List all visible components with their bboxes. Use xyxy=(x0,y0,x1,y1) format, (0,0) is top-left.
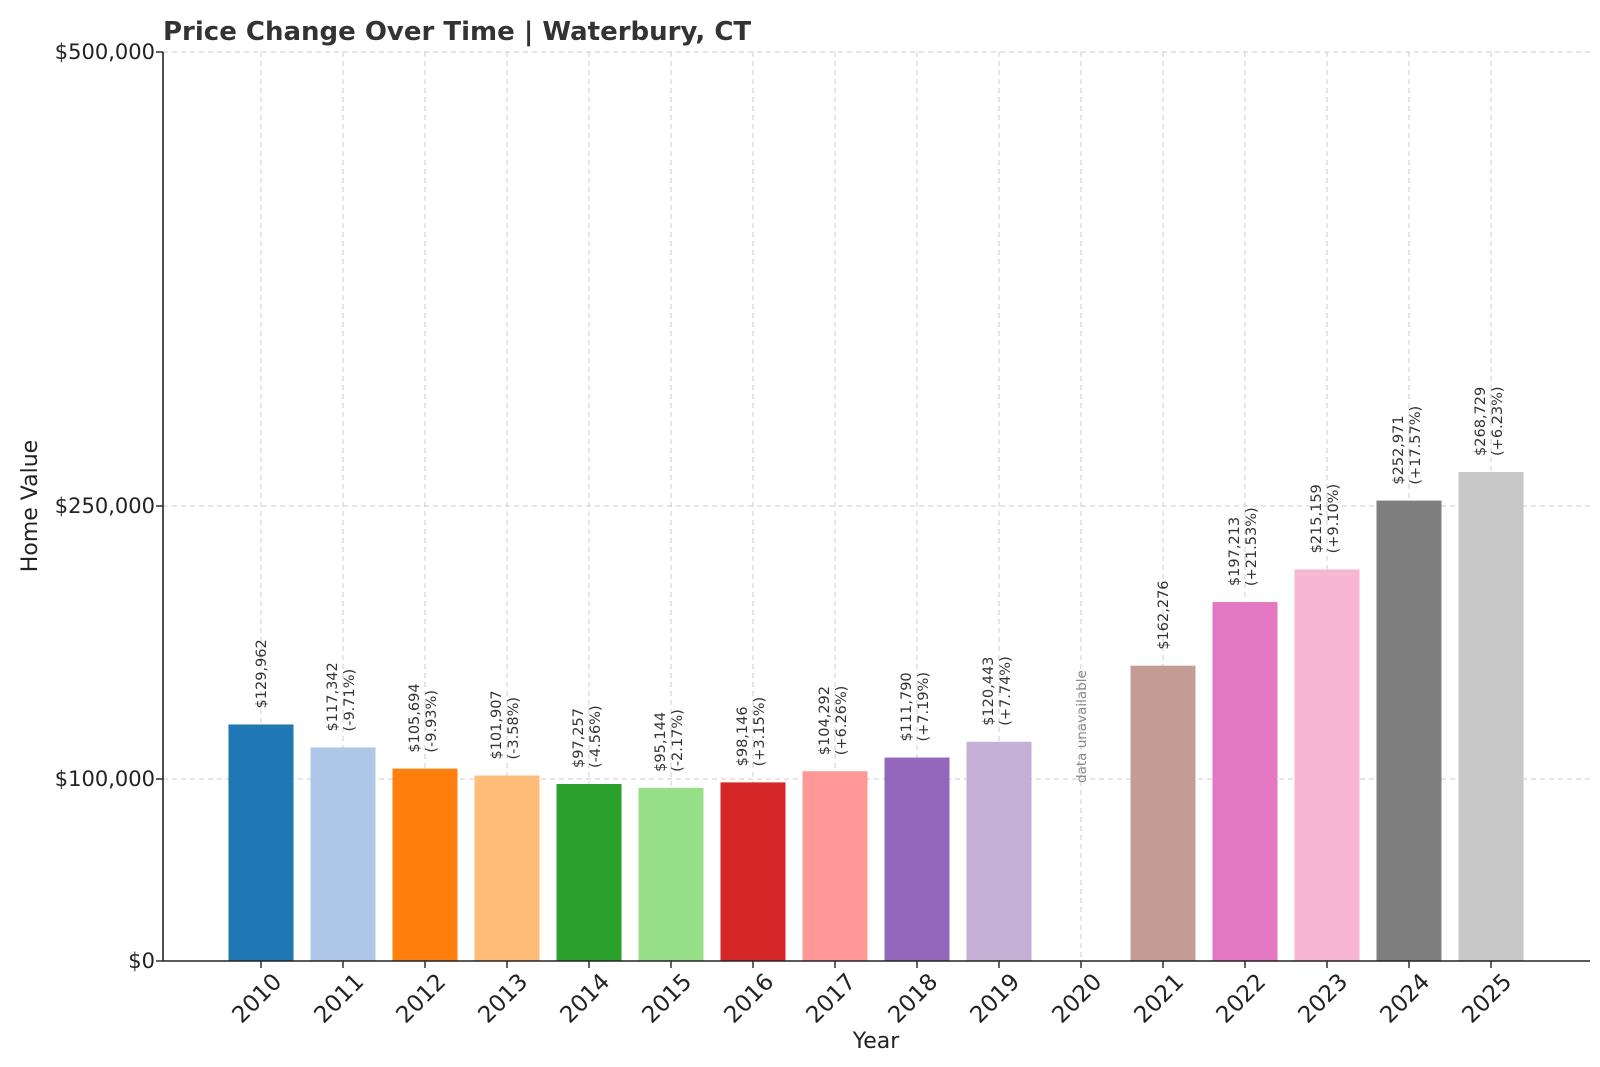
x-tick-label: 2023 xyxy=(1293,969,1353,1029)
x-tick-label: 2012 xyxy=(391,969,451,1029)
change-label: (+17.57%) xyxy=(1408,406,1424,485)
value-label: $111,790 xyxy=(899,672,915,741)
value-label: $101,907 xyxy=(489,690,505,759)
y-tick-label: $500,000 xyxy=(55,40,155,64)
bar-2014 xyxy=(556,783,622,961)
change-label: (-3.58%) xyxy=(506,697,522,760)
bar-2019 xyxy=(966,741,1032,961)
value-label: $120,443 xyxy=(981,657,997,726)
change-label: (-9.71%) xyxy=(342,669,358,732)
missing-data-label: data unavailable xyxy=(1074,670,1090,783)
bar-2010 xyxy=(228,724,294,961)
value-label: $117,342 xyxy=(325,662,341,731)
y-axis-label: Home Value xyxy=(18,440,43,572)
chart-title: Price Change Over Time | Waterbury, CT xyxy=(163,17,751,47)
value-label: $268,729 xyxy=(1473,387,1489,456)
value-label: $197,213 xyxy=(1227,517,1243,586)
bar-2011 xyxy=(310,747,376,961)
bar-2021 xyxy=(1130,665,1196,961)
bar-2012 xyxy=(392,768,458,961)
change-label: (+6.23%) xyxy=(1490,386,1506,456)
x-tick-label: 2025 xyxy=(1457,969,1517,1029)
change-label: (+9.10%) xyxy=(1326,484,1342,554)
bar-2016 xyxy=(720,782,786,961)
value-label: $97,257 xyxy=(571,708,587,768)
bar-2023 xyxy=(1294,569,1360,961)
change-label: (-2.17%) xyxy=(670,709,686,772)
change-label: (-9.93%) xyxy=(424,690,440,753)
bars xyxy=(228,471,1524,961)
x-tick-label: 2013 xyxy=(473,969,533,1029)
x-tick-label: 2011 xyxy=(309,969,369,1029)
value-label: $105,694 xyxy=(407,683,423,752)
x-tick-label: 2017 xyxy=(801,969,861,1029)
change-label: (+6.26%) xyxy=(834,686,850,756)
gridlines xyxy=(163,51,1590,961)
x-tick-label: 2022 xyxy=(1211,969,1271,1029)
x-tick-label: 2015 xyxy=(637,969,697,1029)
value-label: $104,292 xyxy=(817,686,833,755)
x-tick-label: 2024 xyxy=(1375,969,1435,1029)
change-label: (+7.74%) xyxy=(998,656,1014,726)
value-label: $252,971 xyxy=(1391,415,1407,484)
x-tick-label: 2021 xyxy=(1129,969,1189,1029)
value-label: $98,146 xyxy=(735,706,751,766)
change-label: (+3.15%) xyxy=(752,697,768,767)
change-label: (-4.56%) xyxy=(588,705,604,768)
bar-2017 xyxy=(802,771,868,961)
x-tick-label: 2018 xyxy=(883,969,943,1029)
bar-2013 xyxy=(474,775,540,961)
x-axis-label: Year xyxy=(852,1029,901,1054)
value-label: $129,962 xyxy=(254,639,270,708)
bar-2018 xyxy=(884,757,950,961)
y-axis-ticks: $0 $100,000 $250,000 $500,000 xyxy=(55,40,163,973)
x-tick-label: 2020 xyxy=(1047,969,1107,1029)
change-label: (+21.53%) xyxy=(1244,507,1260,586)
y-tick-label: $0 xyxy=(128,949,155,973)
value-label: $162,276 xyxy=(1156,580,1172,649)
bar-2025 xyxy=(1458,471,1524,961)
bar-2024 xyxy=(1376,500,1442,961)
x-tick-label: 2019 xyxy=(965,969,1025,1029)
bar-2022 xyxy=(1212,602,1278,961)
x-tick-label: 2010 xyxy=(227,969,287,1029)
value-label: $95,144 xyxy=(653,712,669,772)
x-tick-label: 2014 xyxy=(555,969,615,1029)
y-tick-label: $250,000 xyxy=(55,494,155,518)
bar-2015 xyxy=(638,787,704,961)
y-tick-label: $100,000 xyxy=(55,767,155,791)
x-axis-ticks: 2010 2011 2012 2013 2014 2015 2016 2017 2018 2019… xyxy=(227,961,1517,1029)
x-tick-label: 2016 xyxy=(719,969,779,1029)
change-label: (+7.19%) xyxy=(916,672,932,742)
value-label: $215,159 xyxy=(1309,484,1325,553)
bar-labels: $129,962 $117,342 (-9.71%) $105,694 (-9.93%)… xyxy=(254,386,1506,783)
